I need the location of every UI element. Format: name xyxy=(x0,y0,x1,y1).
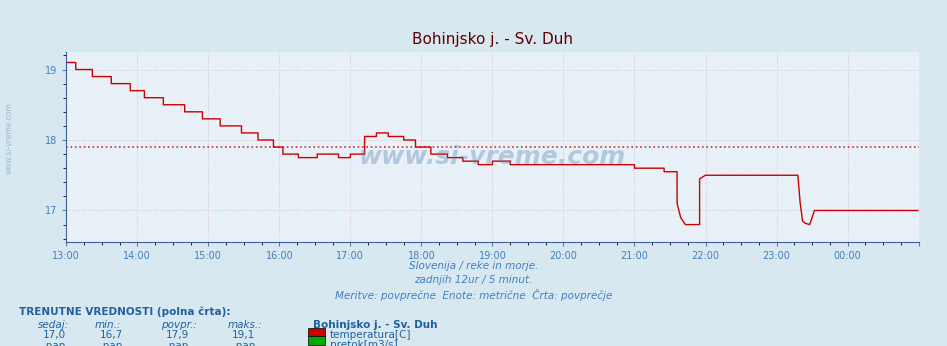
Text: -nan: -nan xyxy=(43,341,66,346)
Text: 19,1: 19,1 xyxy=(232,330,256,340)
Text: maks.:: maks.: xyxy=(227,320,262,330)
Text: min.:: min.: xyxy=(95,320,121,330)
Text: -nan: -nan xyxy=(232,341,256,346)
Text: TRENUTNE VREDNOSTI (polna črta):: TRENUTNE VREDNOSTI (polna črta): xyxy=(19,306,230,317)
Title: Bohinjsko j. - Sv. Duh: Bohinjsko j. - Sv. Duh xyxy=(412,31,573,47)
Text: Meritve: povprečne  Enote: metrične  Črta: povprečje: Meritve: povprečne Enote: metrične Črta:… xyxy=(335,289,612,301)
Text: 16,7: 16,7 xyxy=(99,330,123,340)
Text: povpr.:: povpr.: xyxy=(161,320,197,330)
Text: www.si-vreme.com: www.si-vreme.com xyxy=(359,145,626,169)
Text: pretok[m3/s]: pretok[m3/s] xyxy=(330,340,398,346)
Text: -nan: -nan xyxy=(166,341,189,346)
Text: -nan: -nan xyxy=(99,341,123,346)
Text: sedaj:: sedaj: xyxy=(38,320,69,330)
Text: temperatura[C]: temperatura[C] xyxy=(330,330,411,340)
Text: zadnjih 12ur / 5 minut.: zadnjih 12ur / 5 minut. xyxy=(415,275,532,285)
Text: 17,9: 17,9 xyxy=(166,330,189,340)
Text: Bohinjsko j. - Sv. Duh: Bohinjsko j. - Sv. Duh xyxy=(313,320,437,330)
Text: 17,0: 17,0 xyxy=(43,330,65,340)
Text: www.si-vreme.com: www.si-vreme.com xyxy=(5,102,14,174)
Text: Slovenija / reke in morje.: Slovenija / reke in morje. xyxy=(409,261,538,271)
